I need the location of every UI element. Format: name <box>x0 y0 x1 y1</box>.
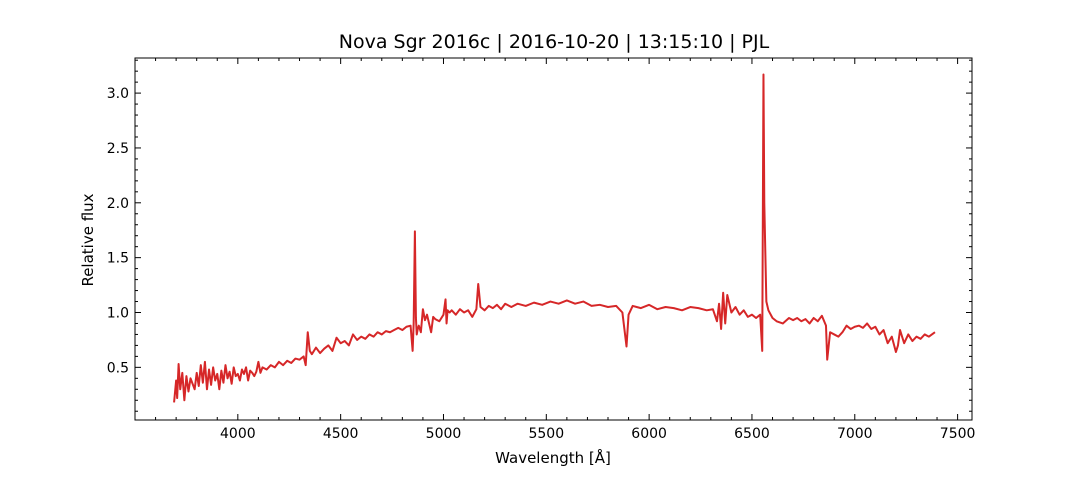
x-tick-label: 5500 <box>528 426 564 442</box>
y-tick-label: 1.5 <box>107 251 129 267</box>
x-tick-label: 7500 <box>940 426 976 442</box>
x-tick-label: 6000 <box>631 426 667 442</box>
chart-title: Nova Sgr 2016c | 2016-10-20 | 13:15:10 |… <box>339 31 770 53</box>
y-tick-label: 3.0 <box>107 86 129 102</box>
y-tick-label: 1.0 <box>107 305 129 321</box>
axis-ticks <box>135 58 972 420</box>
x-axis-label: Wavelength [Å] <box>495 448 611 467</box>
spectrum-line <box>173 73 936 403</box>
plot-frame <box>134 57 973 421</box>
y-tick-label: 2.5 <box>107 141 129 157</box>
x-tick-label: 4500 <box>323 426 359 442</box>
y-tick-label: 2.0 <box>107 196 129 212</box>
y-tick-label: 0.5 <box>107 360 129 376</box>
y-axis-label-text: Relative flux <box>79 193 97 286</box>
tick-labels: 4000 4500 5000 5500 6000 6500 7000 7500 0.5 1.0 1.… <box>107 86 976 442</box>
minor-ticks <box>135 58 972 420</box>
x-tick-label: 4000 <box>220 426 256 442</box>
y-axis-label: Relative flux <box>79 193 97 286</box>
x-tick-label: 6500 <box>734 426 770 442</box>
x-tick-label: 5000 <box>426 426 462 442</box>
x-tick-label: 7000 <box>837 426 873 442</box>
